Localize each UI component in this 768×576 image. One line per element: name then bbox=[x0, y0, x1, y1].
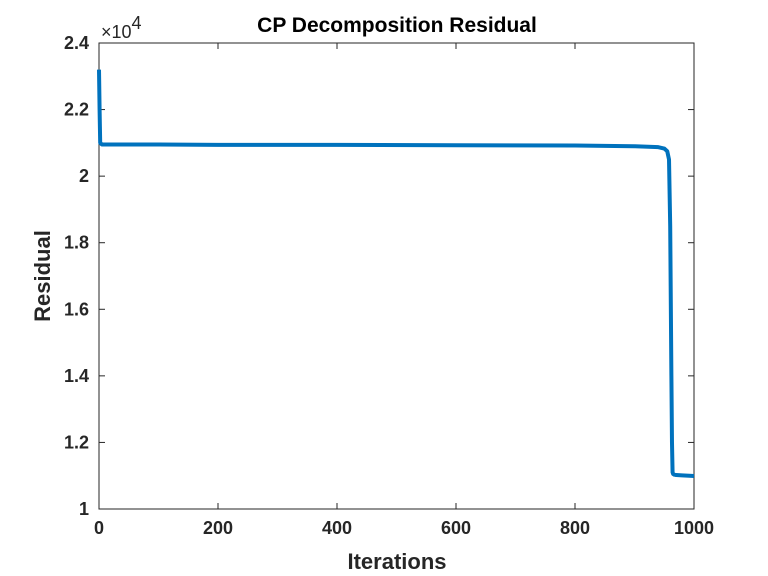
y-axis-label: Residual bbox=[30, 230, 55, 322]
y-tick-label: 1.4 bbox=[64, 366, 89, 386]
y-tick-label: 1.2 bbox=[64, 432, 89, 452]
y-multiplier-base: ×10 bbox=[101, 22, 132, 42]
x-axis: 0 200 400 600 800 1000 bbox=[94, 43, 714, 538]
y-tick-label: 2.2 bbox=[64, 100, 89, 120]
y-tick-label: 1.8 bbox=[64, 233, 89, 253]
x-tick-label: 200 bbox=[203, 518, 233, 538]
y-multiplier-exponent: 4 bbox=[132, 13, 142, 33]
y-tick-label: 1 bbox=[79, 499, 89, 519]
y-multiplier: ×104 bbox=[101, 13, 142, 42]
y-axis: 1 1.2 1.4 1.6 1.8 2 2.2 2.4 bbox=[64, 33, 694, 519]
series-line bbox=[97, 69, 695, 479]
x-tick-label: 1000 bbox=[674, 518, 714, 538]
y-tick-label: 1.6 bbox=[64, 299, 89, 319]
x-axis-label: Iterations bbox=[347, 549, 446, 574]
chart-title: CP Decomposition Residual bbox=[257, 14, 537, 37]
y-tick-label: 2.4 bbox=[64, 33, 89, 53]
x-tick-label: 800 bbox=[560, 518, 590, 538]
x-tick-label: 400 bbox=[322, 518, 352, 538]
y-tick-label: 2 bbox=[79, 166, 89, 186]
x-tick-label: 600 bbox=[441, 518, 471, 538]
plot-area bbox=[98, 42, 695, 510]
x-tick-label: 0 bbox=[94, 518, 104, 538]
